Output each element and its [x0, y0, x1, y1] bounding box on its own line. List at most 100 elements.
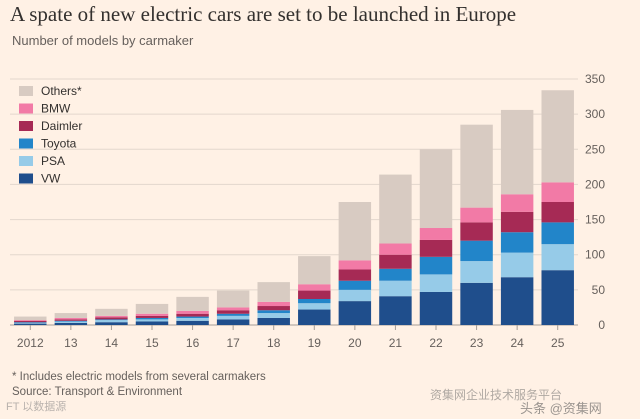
bar-segment [298, 290, 331, 299]
x-tick-label: 14 [105, 336, 119, 350]
bar-segment [500, 277, 534, 325]
watermark-handle: 头条 @资集网 [520, 401, 602, 416]
bar-segment [298, 309, 331, 325]
y-tick-label: 50 [592, 283, 606, 297]
bar-segment [460, 261, 493, 283]
x-tick-label: 17 [226, 336, 240, 350]
x-tick-label: 18 [267, 336, 281, 350]
bar-segment [54, 322, 88, 325]
bar-segment [541, 182, 574, 202]
bar-segment [14, 322, 47, 323]
legend-swatch [19, 103, 33, 114]
bar-segment [500, 194, 534, 212]
bar-segment [95, 320, 128, 323]
bar-segment [176, 310, 209, 314]
bar-segment [338, 202, 372, 261]
x-tick-label: 22 [429, 336, 443, 350]
bar-segment [338, 260, 372, 270]
bar-segment [541, 202, 574, 223]
legend-label: Others* [41, 84, 82, 98]
x-tick-label: 25 [551, 336, 565, 350]
y-tick-label: 200 [585, 177, 605, 191]
bar-segment [216, 290, 250, 308]
legend-swatch [19, 138, 33, 149]
ft-logo-watermark: FT 以数据源 [6, 401, 67, 413]
footnote-note: * Includes electric models from several … [12, 371, 266, 383]
bar-segment [135, 319, 169, 322]
bar-segment [460, 207, 493, 223]
x-tick-label: 24 [510, 336, 524, 350]
bar-segment [500, 109, 534, 195]
x-tick-label: 23 [470, 336, 484, 350]
x-tick-label: 19 [308, 336, 322, 350]
bar-segment [135, 321, 169, 325]
bar-segment [460, 240, 493, 262]
bar-segment [298, 284, 331, 291]
bar-segment [500, 232, 534, 253]
bar-segment [257, 313, 290, 318]
bar-segment [54, 320, 88, 322]
bar-segment [338, 289, 372, 302]
bar-segment [14, 320, 47, 323]
bar-segment [14, 322, 47, 324]
bar-segment [298, 298, 331, 304]
x-tick-label: 20 [348, 336, 362, 350]
stacked-bar-chart: 0 50 100 150 200 250 300 350 2012 13 14 15 16 17 18 19 2… [10, 72, 606, 350]
bar-segment [379, 174, 412, 244]
bar-segment [14, 323, 47, 325]
bar-segment [95, 315, 128, 318]
bar-segment [541, 90, 574, 183]
bar-segment [379, 254, 412, 269]
footnote: * Includes electric models from several … [12, 370, 266, 400]
bar-segment [298, 256, 331, 285]
bar-segment [338, 301, 372, 325]
bar-segment [500, 211, 534, 233]
bar-segment [135, 303, 169, 314]
legend-label: PSA [41, 154, 65, 168]
x-tick-label: 16 [186, 336, 200, 350]
chart-subtitle: Number of models by carmaker [12, 33, 194, 48]
bar-segment [95, 319, 128, 321]
x-tick-label: 15 [145, 336, 159, 350]
bar-segment [14, 320, 47, 321]
bar-segment [460, 222, 493, 241]
bar-segment [419, 228, 453, 240]
bar-segment [298, 303, 331, 310]
bar-segment [135, 317, 169, 320]
bar-segment [419, 149, 453, 229]
bar-segment [54, 313, 88, 318]
legend-swatch [19, 156, 33, 166]
bar-segment [216, 315, 250, 320]
bar-segment [95, 322, 128, 325]
bar-segment [419, 256, 453, 275]
bar-segment [135, 313, 169, 316]
y-tick-label: 100 [585, 248, 605, 262]
bar-segment [379, 280, 412, 297]
bar-segment [176, 316, 209, 318]
bar-segment [419, 274, 453, 292]
bar-segment [14, 316, 47, 321]
bar-segment [54, 321, 88, 323]
bar-segment [176, 313, 209, 317]
bar-segment [257, 317, 290, 325]
bar-segment [216, 310, 250, 314]
bar-segment [541, 222, 574, 245]
legend-swatch [19, 86, 33, 96]
footnote-source: Source: Transport & Environment [12, 386, 183, 398]
legend-swatch [19, 173, 33, 184]
bar-segment [460, 124, 493, 208]
bar-segment [216, 307, 250, 311]
y-tick-label: 350 [585, 72, 605, 86]
x-tick-label: 13 [64, 336, 78, 350]
legend-label: Toyota [41, 137, 77, 151]
bar-segment [216, 313, 250, 316]
legend-swatch [19, 121, 33, 131]
bar-segment [95, 317, 128, 320]
bar-segment [500, 252, 534, 278]
legend-label: Daimler [41, 119, 82, 133]
legend-label: VW [41, 172, 61, 186]
y-tick-label: 150 [585, 213, 605, 227]
bar-segment [419, 291, 453, 325]
bar-segment [419, 239, 453, 257]
legend-label: BMW [41, 102, 71, 116]
